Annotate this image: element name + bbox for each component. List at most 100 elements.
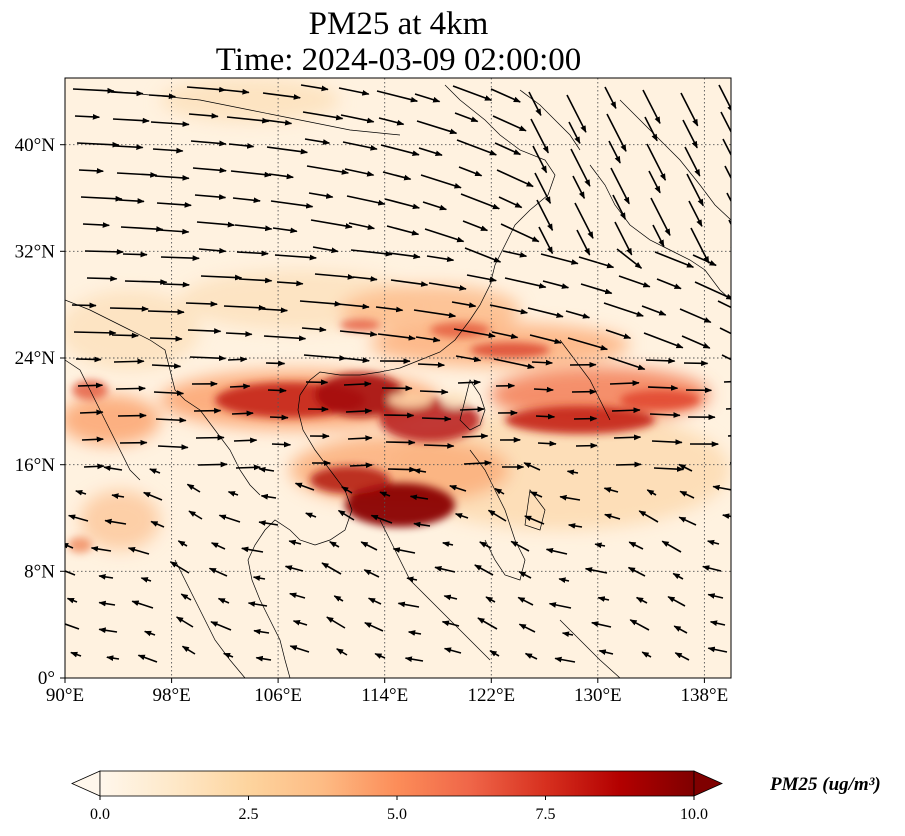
wind-vector-arrow	[496, 169, 534, 188]
wind-vector-arrow	[409, 494, 429, 501]
wind-vector-arrow	[337, 303, 370, 310]
coastlines	[65, 84, 731, 678]
wind-vector-arrow	[149, 468, 161, 475]
wind-vector-arrow	[535, 413, 556, 420]
wind-vector-arrow	[228, 143, 255, 149]
wind-vector-arrow	[65, 621, 80, 630]
wind-vector-arrow	[524, 515, 545, 525]
wind-vector-arrow	[397, 601, 420, 608]
wind-vector-arrow	[299, 300, 342, 307]
wind-vector-arrow	[531, 359, 554, 366]
wind-vector-arrow	[131, 600, 154, 609]
wind-vector-arrow	[84, 248, 124, 255]
wind-vector-arrow	[348, 222, 376, 230]
wind-vector-arrow	[461, 433, 489, 440]
wind-vector-arrow	[301, 326, 327, 333]
wind-vector-arrow	[122, 251, 148, 258]
wind-vector-arrow	[606, 113, 627, 152]
wind-vector-arrow	[80, 195, 123, 202]
wind-vector-arrow	[187, 328, 222, 334]
wind-vector-arrow	[566, 469, 579, 476]
wind-vector-arrow	[566, 94, 587, 133]
wind-vector-arrow	[428, 282, 467, 291]
wind-vector-arrow	[390, 279, 429, 287]
wind-vector-arrow	[231, 410, 254, 417]
wind-vector-arrow	[536, 199, 554, 232]
wind-vector-arrow	[340, 114, 375, 124]
wind-vector-arrow	[284, 565, 304, 572]
wind-vector-arrow	[644, 116, 658, 142]
wind-vector-arrow	[154, 174, 190, 181]
wind-vector-arrow	[420, 174, 462, 189]
lon-tick-label: 138°E	[681, 685, 729, 706]
wind-vector-arrow	[345, 408, 373, 414]
wind-vector-arrow	[140, 577, 152, 583]
wind-vector-arrow	[651, 439, 683, 445]
wind-vector-arrow	[656, 278, 682, 290]
wind-vector-arrow	[540, 253, 579, 265]
wind-vector-arrow	[694, 281, 731, 300]
wind-vector-arrow	[719, 327, 731, 335]
wind-vector-arrow	[647, 385, 679, 391]
wind-vector-arrow	[574, 202, 594, 239]
wind-vector-arrow	[224, 88, 250, 95]
wind-vector-arrow	[303, 354, 347, 361]
wind-vector-arrow	[649, 412, 681, 418]
wind-vector-arrow	[384, 198, 420, 210]
wind-vector-arrow	[572, 175, 586, 200]
wind-vector-arrow	[529, 334, 562, 345]
wind-vector-arrow	[169, 561, 190, 574]
wind-vector-arrow	[667, 595, 686, 607]
wind-vector-arrow	[616, 248, 643, 269]
wind-vector-arrow	[76, 141, 120, 148]
wind-vector-arrow	[690, 227, 710, 264]
wind-vector-arrow	[197, 461, 228, 468]
wind-vector-arrow	[455, 355, 482, 363]
wind-vector-arrow	[229, 383, 251, 390]
pm25-field	[65, 78, 731, 678]
lat-tick-label: 16°N	[15, 455, 56, 476]
colorbar-tick-label: 10.0	[680, 806, 708, 823]
wind-vector-arrow	[270, 200, 314, 209]
wind-vector-arrow	[679, 490, 695, 499]
wind-vector-arrow	[629, 619, 650, 631]
wind-vector-arrow	[200, 274, 243, 281]
wind-vector-arrow	[489, 650, 500, 657]
wind-vector-arrow	[643, 332, 684, 349]
wind-vector-arrow	[137, 654, 158, 663]
wind-vector-arrow	[458, 166, 483, 177]
wind-vector-arrow	[98, 600, 116, 607]
wind-vector-arrow	[707, 539, 720, 546]
wind-vector-arrow	[117, 412, 147, 419]
wind-vector-arrow	[423, 442, 455, 449]
wind-vector-arrow	[78, 168, 104, 174]
wind-vector-arrow	[223, 652, 234, 659]
wind-vector-arrow	[672, 572, 684, 580]
wind-vector-arrow	[157, 444, 189, 451]
wind-vector-arrow	[342, 141, 378, 151]
wind-vector-arrow	[383, 412, 415, 419]
wind-vector-arrow	[684, 146, 701, 177]
wind-vector-arrow	[598, 649, 614, 656]
wind-vector-arrow	[533, 386, 554, 393]
wind-vector-arrow	[288, 539, 302, 546]
wind-vector-arrow	[111, 493, 125, 499]
wind-vector-arrow	[68, 514, 89, 522]
wind-vector-arrow	[524, 652, 538, 660]
wind-vector-arrow	[567, 337, 608, 351]
wind-vector-arrow	[208, 567, 228, 577]
wind-vector-arrow	[523, 462, 541, 471]
wind-vector-arrow	[578, 256, 615, 269]
wind-vector-arrow	[442, 541, 454, 547]
wind-vector-arrow	[493, 358, 535, 370]
map-subtitle-time: Time: 2024-03-09 02:00:00	[215, 42, 582, 78]
wind-vector-arrow	[604, 86, 617, 110]
wind-vector-arrow	[652, 224, 665, 248]
wind-vector-arrow	[252, 575, 266, 582]
wind-vector-arrow	[269, 414, 289, 421]
wind-vector-arrow	[124, 279, 168, 285]
wind-vector-arrow	[518, 570, 532, 579]
wind-vector-arrow	[457, 379, 482, 386]
wind-vector-arrow	[111, 332, 139, 339]
wind-vector-arrow	[627, 566, 646, 577]
